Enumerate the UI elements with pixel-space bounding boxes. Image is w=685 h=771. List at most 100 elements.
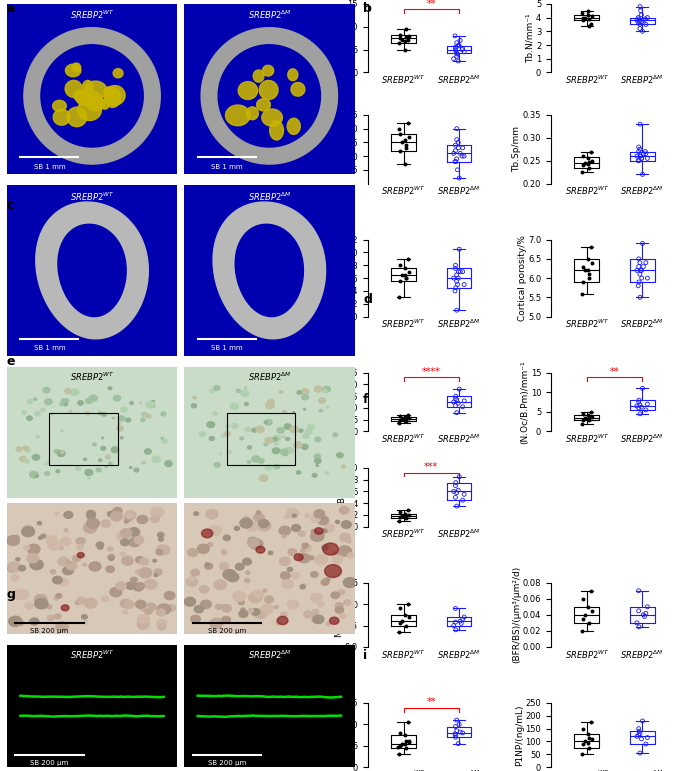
Y-axis label: P1NP/(ng/mL): P1NP/(ng/mL) (515, 705, 524, 766)
Circle shape (302, 395, 309, 400)
Y-axis label: (Oc.S/BS)/%: (Oc.S/BS)/% (337, 375, 346, 429)
Circle shape (210, 389, 215, 392)
Point (393, 123, 404, 135)
Point (640, 257, 651, 269)
Circle shape (55, 621, 68, 631)
Circle shape (136, 601, 146, 608)
Point (399, 133, 410, 146)
Point (577, 150, 588, 162)
Circle shape (89, 562, 101, 571)
Point (635, 264, 646, 277)
Circle shape (112, 417, 114, 419)
Point (403, 131, 414, 143)
Circle shape (206, 563, 209, 566)
Circle shape (137, 614, 149, 624)
Circle shape (262, 604, 273, 614)
Circle shape (191, 615, 200, 623)
Point (633, 154, 644, 167)
Circle shape (281, 572, 290, 579)
Circle shape (101, 520, 110, 527)
Point (634, 621, 645, 633)
Circle shape (321, 579, 329, 585)
Point (582, 253, 593, 265)
Circle shape (233, 591, 246, 601)
Circle shape (86, 510, 95, 517)
Circle shape (108, 547, 113, 551)
Point (453, 719, 464, 731)
Circle shape (158, 624, 166, 630)
Point (402, 598, 413, 611)
Circle shape (254, 608, 267, 618)
Point (635, 150, 646, 162)
Point (459, 278, 470, 291)
Circle shape (165, 461, 172, 466)
Circle shape (136, 557, 144, 563)
Point (399, 269, 410, 281)
Circle shape (93, 443, 97, 446)
Point (633, 261, 644, 273)
Point (451, 714, 462, 726)
Polygon shape (270, 121, 284, 140)
Circle shape (27, 544, 40, 554)
Point (636, 401, 647, 413)
Point (455, 34, 466, 46)
Circle shape (220, 453, 221, 455)
Circle shape (276, 621, 281, 625)
Circle shape (298, 554, 310, 563)
Circle shape (275, 606, 278, 608)
Circle shape (234, 527, 240, 530)
Text: f: f (363, 393, 369, 406)
Point (577, 166, 588, 178)
Circle shape (325, 577, 330, 582)
Circle shape (108, 554, 114, 560)
Point (450, 390, 461, 402)
Circle shape (111, 447, 119, 453)
Circle shape (282, 580, 293, 588)
Circle shape (256, 547, 265, 553)
Circle shape (222, 604, 232, 612)
Circle shape (294, 554, 303, 561)
Point (636, 264, 647, 277)
Y-axis label: (BFR/BS)/(μm³/μm²/d): (BFR/BS)/(μm³/μm²/d) (512, 566, 521, 664)
Point (395, 511, 406, 524)
Circle shape (303, 544, 312, 551)
Circle shape (140, 402, 142, 403)
Circle shape (64, 399, 69, 402)
Circle shape (317, 601, 324, 607)
Circle shape (140, 419, 145, 422)
Point (395, 410, 406, 423)
Point (632, 14, 643, 26)
Circle shape (158, 537, 164, 541)
Point (577, 7, 588, 19)
Polygon shape (77, 99, 101, 120)
Point (397, 615, 408, 628)
Circle shape (246, 571, 250, 574)
Polygon shape (235, 224, 303, 317)
Point (633, 13, 644, 25)
Circle shape (283, 410, 286, 413)
Circle shape (16, 447, 22, 451)
Circle shape (287, 567, 292, 571)
Point (402, 504, 413, 517)
Point (635, 5, 646, 17)
Point (634, 725, 645, 737)
Circle shape (281, 612, 287, 617)
Point (455, 147, 466, 160)
Polygon shape (84, 81, 107, 99)
Circle shape (73, 555, 81, 561)
Circle shape (264, 419, 272, 425)
Circle shape (258, 520, 269, 527)
Point (634, 154, 645, 167)
Circle shape (222, 550, 227, 554)
Point (582, 601, 593, 613)
Point (632, 730, 643, 742)
Point (451, 304, 462, 316)
Point (582, 152, 593, 164)
Point (577, 12, 588, 24)
Circle shape (324, 524, 334, 532)
Circle shape (314, 510, 325, 518)
Circle shape (137, 516, 148, 524)
Circle shape (121, 407, 127, 412)
Point (448, 147, 459, 160)
Circle shape (20, 456, 26, 462)
